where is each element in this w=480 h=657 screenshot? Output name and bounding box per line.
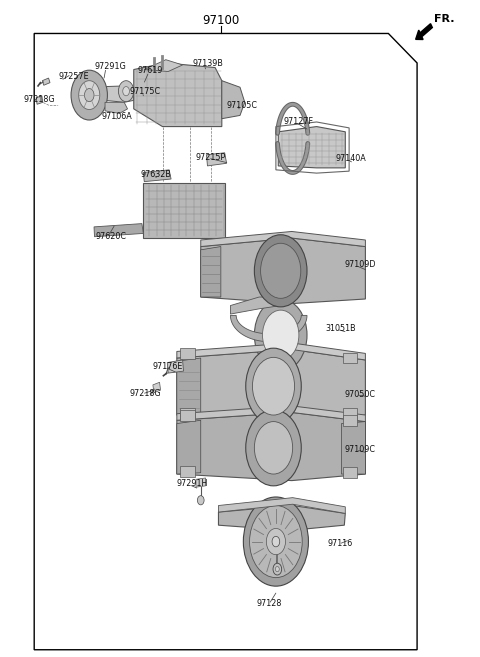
Polygon shape — [201, 238, 365, 304]
Circle shape — [254, 235, 307, 307]
Text: 97257E: 97257E — [58, 72, 89, 81]
Polygon shape — [218, 505, 345, 530]
Circle shape — [243, 497, 309, 586]
Polygon shape — [144, 60, 182, 72]
Text: 31051B: 31051B — [325, 324, 356, 333]
Circle shape — [273, 563, 282, 575]
Circle shape — [246, 348, 301, 424]
Polygon shape — [201, 231, 365, 246]
Polygon shape — [144, 170, 171, 181]
Polygon shape — [177, 350, 365, 422]
Polygon shape — [134, 63, 222, 127]
Text: 97291G: 97291G — [94, 62, 126, 71]
Circle shape — [263, 310, 299, 360]
Text: 97620C: 97620C — [96, 231, 126, 240]
Circle shape — [266, 528, 286, 555]
Text: FR.: FR. — [434, 14, 455, 24]
Polygon shape — [105, 102, 128, 114]
Polygon shape — [230, 315, 307, 342]
Text: 97109D: 97109D — [344, 260, 376, 269]
Polygon shape — [180, 409, 194, 419]
Text: 97127F: 97127F — [283, 117, 313, 126]
Text: 97128: 97128 — [257, 599, 282, 608]
Text: 97116: 97116 — [327, 539, 352, 548]
Text: 97106A: 97106A — [101, 112, 132, 122]
Polygon shape — [42, 78, 50, 85]
Circle shape — [123, 87, 130, 96]
Polygon shape — [343, 468, 357, 478]
Polygon shape — [177, 343, 365, 360]
Circle shape — [254, 422, 293, 474]
Circle shape — [272, 536, 280, 547]
Polygon shape — [94, 223, 144, 237]
Circle shape — [119, 81, 134, 102]
Polygon shape — [167, 360, 183, 373]
Polygon shape — [343, 409, 357, 419]
Polygon shape — [177, 406, 365, 422]
Text: 97218G: 97218G — [130, 389, 162, 398]
Circle shape — [71, 70, 108, 120]
Polygon shape — [278, 127, 345, 168]
Polygon shape — [343, 415, 357, 426]
Polygon shape — [341, 422, 365, 474]
Circle shape — [84, 89, 94, 102]
Polygon shape — [36, 96, 43, 104]
Polygon shape — [34, 34, 417, 650]
Polygon shape — [222, 81, 245, 119]
Polygon shape — [180, 466, 194, 477]
Polygon shape — [177, 358, 201, 415]
Polygon shape — [196, 478, 205, 487]
Polygon shape — [180, 411, 194, 421]
Text: 97139B: 97139B — [192, 59, 223, 68]
FancyArrow shape — [416, 24, 432, 39]
Polygon shape — [73, 81, 106, 108]
Polygon shape — [180, 348, 194, 359]
Text: 97105C: 97105C — [227, 101, 258, 110]
Polygon shape — [343, 353, 357, 363]
Text: 97176E: 97176E — [153, 362, 183, 371]
Polygon shape — [201, 246, 221, 297]
Text: 97218G: 97218G — [24, 95, 55, 104]
Circle shape — [250, 505, 302, 578]
Text: 97140A: 97140A — [336, 154, 366, 163]
Circle shape — [261, 243, 301, 298]
Polygon shape — [153, 382, 160, 393]
Polygon shape — [230, 297, 281, 314]
Polygon shape — [218, 497, 345, 513]
Circle shape — [246, 410, 301, 486]
Text: 97050C: 97050C — [344, 390, 375, 399]
Polygon shape — [105, 86, 134, 102]
Circle shape — [252, 357, 295, 415]
Polygon shape — [177, 420, 201, 474]
Text: 97175C: 97175C — [130, 87, 161, 96]
Polygon shape — [206, 153, 227, 166]
Circle shape — [254, 299, 307, 371]
Text: 97109C: 97109C — [344, 445, 375, 453]
Text: 97100: 97100 — [202, 14, 240, 27]
Circle shape — [276, 566, 279, 572]
Text: 97215P: 97215P — [196, 153, 226, 162]
Circle shape — [79, 81, 100, 110]
Polygon shape — [177, 413, 365, 481]
Text: 97632B: 97632B — [141, 170, 171, 179]
Text: 97619: 97619 — [137, 66, 162, 76]
Circle shape — [197, 495, 204, 505]
Text: 97291H: 97291H — [177, 480, 208, 488]
Polygon shape — [144, 183, 225, 238]
